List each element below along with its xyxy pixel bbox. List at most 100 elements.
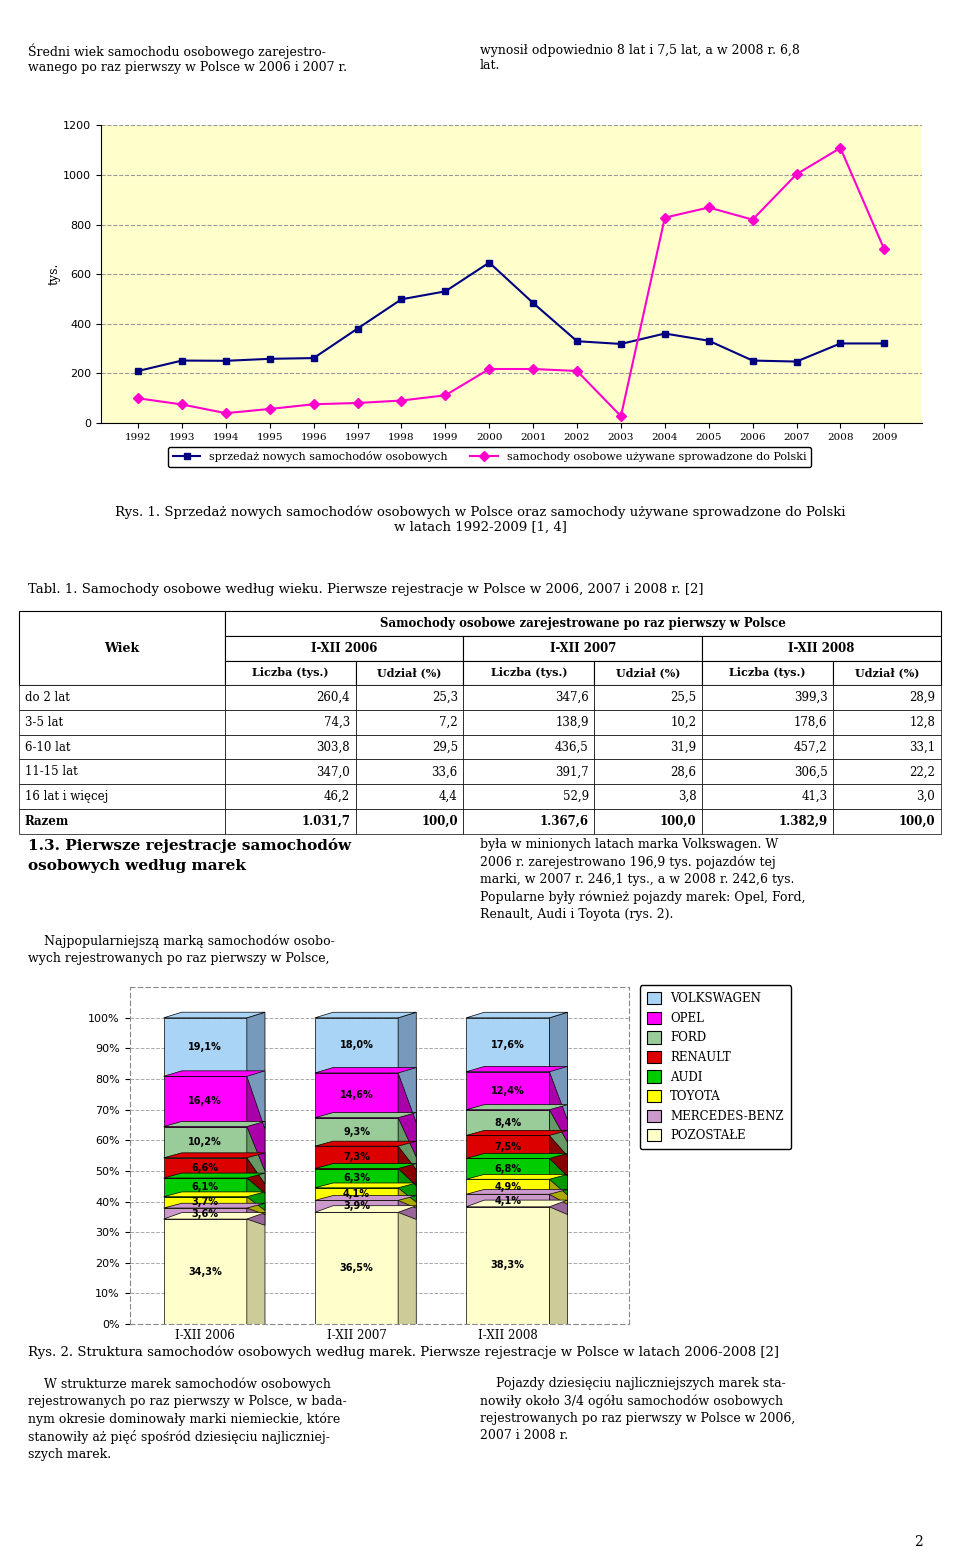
Bar: [315, 1117, 398, 1145]
Text: 33,6: 33,6: [432, 765, 458, 779]
Legend: sprzedaż nowych samochodów osobowych, samochody osobowe używane sprowadzone do P: sprzedaż nowych samochodów osobowych, sa…: [168, 447, 811, 467]
Bar: [464, 760, 594, 784]
Bar: [833, 661, 941, 685]
Text: 4,1%: 4,1%: [494, 1196, 521, 1205]
Bar: [594, 809, 702, 834]
Text: 2: 2: [914, 1536, 923, 1548]
Text: Rys. 1. Sprzedaż nowych samochodów osobowych w Polsce oraz samochody używane spr: Rys. 1. Sprzedaż nowych samochodów osobo…: [115, 506, 845, 534]
Text: 3-5 lat: 3-5 lat: [25, 716, 62, 729]
Bar: [467, 1109, 549, 1136]
Text: Liczba (tys.): Liczba (tys.): [252, 668, 328, 679]
Text: 16,4%: 16,4%: [188, 1097, 222, 1106]
Text: 18,0%: 18,0%: [340, 1040, 373, 1050]
Polygon shape: [549, 1130, 567, 1177]
Text: Pojazdy dziesięciu najliczniejszych marek sta-
nowiły około 3/4 ogółu samochodów: Pojazdy dziesięciu najliczniejszych mare…: [480, 1377, 795, 1442]
Polygon shape: [549, 1174, 567, 1205]
Bar: [19, 611, 225, 685]
Polygon shape: [163, 1213, 265, 1219]
Polygon shape: [467, 1200, 567, 1207]
Text: 8,4%: 8,4%: [494, 1117, 521, 1128]
Polygon shape: [163, 1122, 265, 1127]
Bar: [315, 1200, 398, 1213]
Text: 4,1%: 4,1%: [343, 1189, 370, 1199]
Bar: [19, 760, 225, 784]
Polygon shape: [398, 1012, 417, 1122]
Text: 41,3: 41,3: [802, 790, 828, 802]
Text: 28,9: 28,9: [909, 691, 935, 704]
Text: 25,3: 25,3: [432, 691, 458, 704]
Text: była w minionych latach marka Volkswagen. W
2006 r. zarejestrowano 196,9 tys. po: była w minionych latach marka Volkswagen…: [480, 838, 805, 921]
Bar: [833, 784, 941, 809]
Text: Wiek: Wiek: [105, 642, 139, 655]
Bar: [163, 1019, 247, 1077]
Text: 31,9: 31,9: [670, 741, 697, 754]
Text: W strukturze marek samochodów osobowych
rejestrowanych po raz pierwszy w Polsce,: W strukturze marek samochodów osobowych …: [29, 1377, 348, 1460]
Bar: [702, 760, 833, 784]
Text: 19,1%: 19,1%: [188, 1042, 222, 1051]
Bar: [19, 784, 225, 809]
Bar: [833, 809, 941, 834]
Text: 1.382,9: 1.382,9: [779, 815, 828, 827]
Bar: [467, 1072, 549, 1109]
Bar: [315, 1019, 398, 1073]
Text: 17,6%: 17,6%: [491, 1040, 525, 1050]
Polygon shape: [247, 1070, 265, 1171]
Bar: [225, 661, 355, 685]
Polygon shape: [315, 1067, 417, 1073]
Bar: [833, 760, 941, 784]
Text: Najpopularniejszą marką samochodów osobo-
wych rejestrowanych po raz pierwszy w : Najpopularniejszą marką samochodów osobo…: [29, 934, 335, 965]
Polygon shape: [163, 1203, 265, 1208]
Text: 3,6%: 3,6%: [192, 1208, 219, 1219]
Text: 10,2%: 10,2%: [188, 1138, 222, 1147]
Legend: VOLKSWAGEN, OPEL, FORD, RENAULT, AUDI, TOYOTA, MERCEDES-BENZ, POZOSTAŁE: VOLKSWAGEN, OPEL, FORD, RENAULT, AUDI, T…: [639, 986, 791, 1149]
Polygon shape: [315, 1113, 417, 1117]
Text: 46,2: 46,2: [324, 790, 350, 802]
Bar: [355, 710, 464, 735]
Polygon shape: [549, 1067, 567, 1142]
Polygon shape: [315, 1183, 417, 1188]
Text: 7,5%: 7,5%: [494, 1142, 521, 1152]
Bar: [355, 661, 464, 685]
Text: 436,5: 436,5: [555, 741, 588, 754]
Bar: [464, 735, 594, 760]
Text: 38,3%: 38,3%: [491, 1260, 525, 1271]
Text: 16 lat i więcej: 16 lat i więcej: [25, 790, 108, 802]
Polygon shape: [163, 1174, 265, 1178]
Text: 3,7%: 3,7%: [192, 1197, 219, 1207]
Polygon shape: [549, 1200, 567, 1435]
Text: 22,2: 22,2: [909, 765, 935, 779]
Text: 100,0: 100,0: [899, 815, 935, 827]
Bar: [355, 784, 464, 809]
Bar: [594, 661, 702, 685]
Text: wynosił odpowiednio 8 lat i 7,5 lat, a w 2008 r. 6,8
lat.: wynosił odpowiednio 8 lat i 7,5 lat, a w…: [480, 44, 800, 72]
Bar: [315, 1073, 398, 1117]
Bar: [702, 809, 833, 834]
Bar: [594, 760, 702, 784]
Polygon shape: [467, 1174, 567, 1180]
Polygon shape: [398, 1183, 417, 1208]
Polygon shape: [315, 1196, 417, 1200]
Polygon shape: [247, 1122, 265, 1185]
Text: Rys. 2. Struktura samochodów osobowych według marek. Pierwsze rejestracje w Pols: Rys. 2. Struktura samochodów osobowych w…: [29, 1346, 780, 1359]
Text: 4,9%: 4,9%: [494, 1182, 521, 1192]
Polygon shape: [467, 1067, 567, 1072]
Bar: [315, 1213, 398, 1324]
Polygon shape: [315, 1012, 417, 1019]
Text: 52,9: 52,9: [563, 790, 588, 802]
Polygon shape: [247, 1153, 265, 1194]
Polygon shape: [467, 1153, 567, 1158]
Bar: [467, 1180, 549, 1194]
Polygon shape: [398, 1164, 417, 1202]
Bar: [355, 760, 464, 784]
Text: 6-10 lat: 6-10 lat: [25, 741, 70, 754]
Bar: [163, 1219, 247, 1324]
Text: Liczba (tys.): Liczba (tys.): [491, 668, 567, 679]
Text: 3,0: 3,0: [917, 790, 935, 802]
Text: 1.367,6: 1.367,6: [540, 815, 588, 827]
Bar: [355, 735, 464, 760]
Text: 29,5: 29,5: [432, 741, 458, 754]
Bar: [225, 760, 355, 784]
Text: 11-15 lat: 11-15 lat: [25, 765, 78, 779]
Text: 12,4%: 12,4%: [491, 1086, 525, 1095]
Polygon shape: [163, 1192, 265, 1197]
